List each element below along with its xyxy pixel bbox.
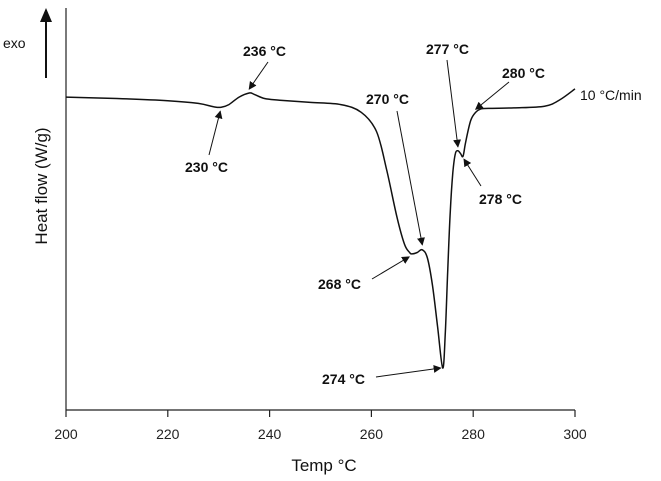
x-tick-label: 200 xyxy=(54,426,78,442)
annotation-arrow xyxy=(371,256,410,280)
annotation-arrow xyxy=(248,61,269,90)
annotation-arrow xyxy=(446,59,462,148)
x-tick-label: 260 xyxy=(360,426,384,442)
x-tick-label: 220 xyxy=(156,426,180,442)
annotation-label: 236 °C xyxy=(243,43,286,59)
annotation-label: 274 °C xyxy=(322,371,365,387)
x-tick-label: 240 xyxy=(258,426,282,442)
exo-label: exo xyxy=(3,35,26,51)
x-tick-label: 280 xyxy=(462,426,486,442)
annotation-arrow xyxy=(474,81,510,110)
annotation-label: 280 °C xyxy=(502,65,545,81)
x-ticks xyxy=(65,410,576,417)
peak-annotations: 230 °C 236 °C 268 °C 270 °C 274 °C 277 °C 278 … xyxy=(185,41,545,387)
heat-flow-curve xyxy=(65,88,576,369)
x-axis-title: Temp °C xyxy=(291,456,356,475)
annotation-arrow xyxy=(375,365,442,378)
annotation-label: 268 °C xyxy=(318,276,361,292)
x-tick-label: 300 xyxy=(563,426,587,442)
annotation-arrow xyxy=(463,158,482,187)
annotation-label: 230 °C xyxy=(185,159,228,175)
annotation-label: 270 °C xyxy=(366,91,409,107)
x-tick-labels: 200 220 240 260 280 300 xyxy=(54,426,587,442)
annotation-arrow xyxy=(396,110,425,246)
y-axis-title: Heat flow (W/g) xyxy=(32,127,51,244)
series-label: 10 °C/min xyxy=(580,87,642,103)
annotation-label: 278 °C xyxy=(479,191,522,207)
annotation-label: 277 °C xyxy=(426,41,469,57)
annotation-arrow xyxy=(208,110,223,156)
